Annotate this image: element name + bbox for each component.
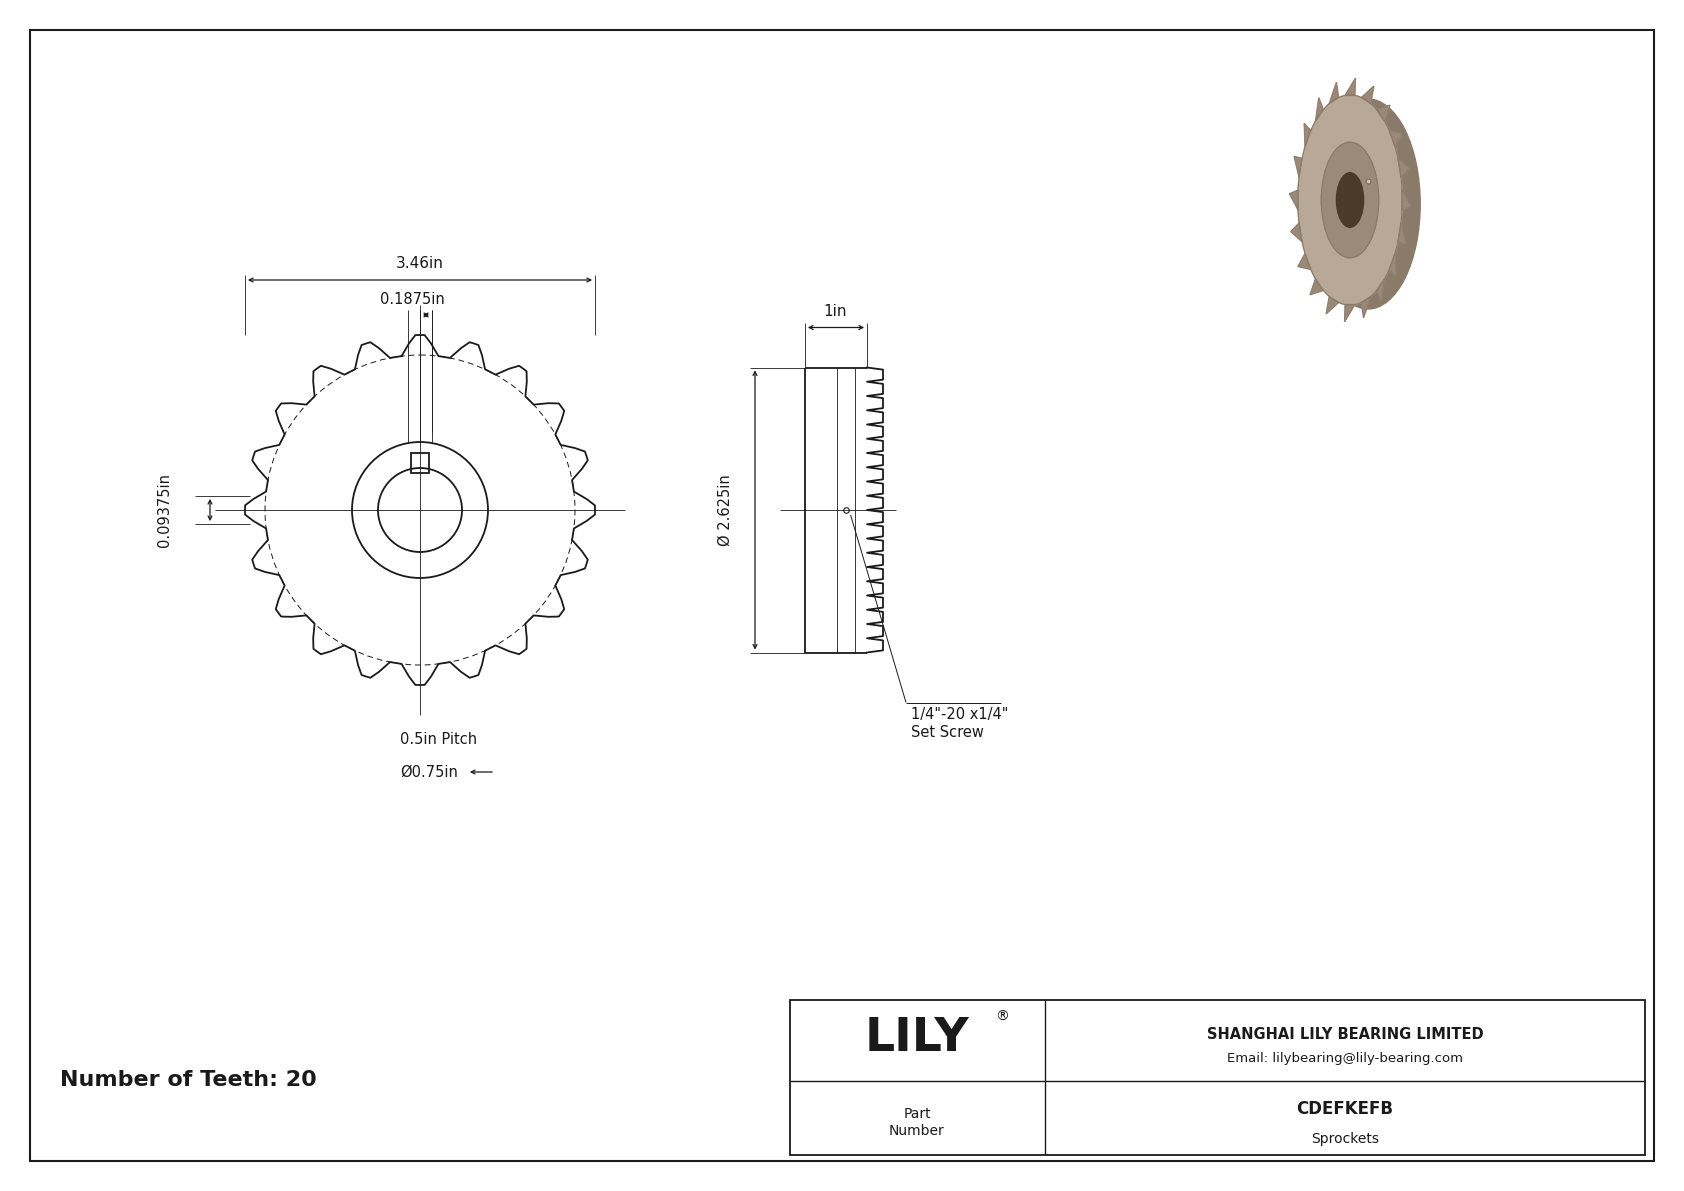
Polygon shape — [1376, 279, 1384, 303]
Bar — [790, 1000, 1645, 1155]
Polygon shape — [1398, 158, 1410, 177]
Ellipse shape — [1322, 142, 1379, 257]
Polygon shape — [1298, 254, 1310, 269]
Polygon shape — [1389, 254, 1396, 276]
Text: Sprockets: Sprockets — [1312, 1133, 1379, 1147]
Text: 1/4"-20 x1/4"
Set Screw: 1/4"-20 x1/4" Set Screw — [911, 707, 1009, 740]
Text: LILY: LILY — [864, 1016, 970, 1061]
Polygon shape — [1303, 124, 1310, 146]
Text: 1in: 1in — [823, 304, 847, 319]
Polygon shape — [1346, 79, 1356, 95]
Text: Part
Number: Part Number — [889, 1108, 945, 1137]
Polygon shape — [1315, 98, 1324, 121]
Polygon shape — [1329, 82, 1339, 104]
Polygon shape — [1376, 105, 1389, 121]
Text: CDEFKEFB: CDEFKEFB — [1297, 1099, 1393, 1117]
Polygon shape — [1327, 297, 1339, 314]
Polygon shape — [1361, 297, 1371, 318]
Polygon shape — [1361, 86, 1374, 104]
Ellipse shape — [1337, 145, 1391, 261]
Text: SHANGHAI LILY BEARING LIMITED: SHANGHAI LILY BEARING LIMITED — [1207, 1027, 1484, 1042]
Polygon shape — [1293, 156, 1302, 177]
Polygon shape — [1310, 279, 1324, 295]
Text: Ø0.75in: Ø0.75in — [401, 765, 458, 779]
Ellipse shape — [1337, 173, 1364, 227]
Ellipse shape — [1298, 95, 1403, 305]
Text: ®: ® — [995, 1010, 1009, 1024]
Text: 0.09375in: 0.09375in — [158, 473, 172, 547]
Bar — [411, 453, 429, 473]
Text: 0.5in Pitch: 0.5in Pitch — [401, 732, 477, 748]
Text: 0.1875in: 0.1875in — [381, 292, 445, 306]
Polygon shape — [1389, 131, 1403, 146]
Text: 3.46in: 3.46in — [396, 256, 445, 272]
Polygon shape — [1344, 305, 1356, 322]
Text: Ø 2.625in: Ø 2.625in — [717, 474, 733, 545]
Polygon shape — [1290, 223, 1302, 242]
Polygon shape — [1290, 191, 1298, 210]
Text: Email: lilybearing@lily-bearing.com: Email: lilybearing@lily-bearing.com — [1228, 1053, 1463, 1066]
Polygon shape — [1403, 191, 1411, 210]
Ellipse shape — [1315, 99, 1420, 308]
Polygon shape — [1398, 223, 1406, 244]
Text: Number of Teeth: 20: Number of Teeth: 20 — [61, 1070, 317, 1090]
